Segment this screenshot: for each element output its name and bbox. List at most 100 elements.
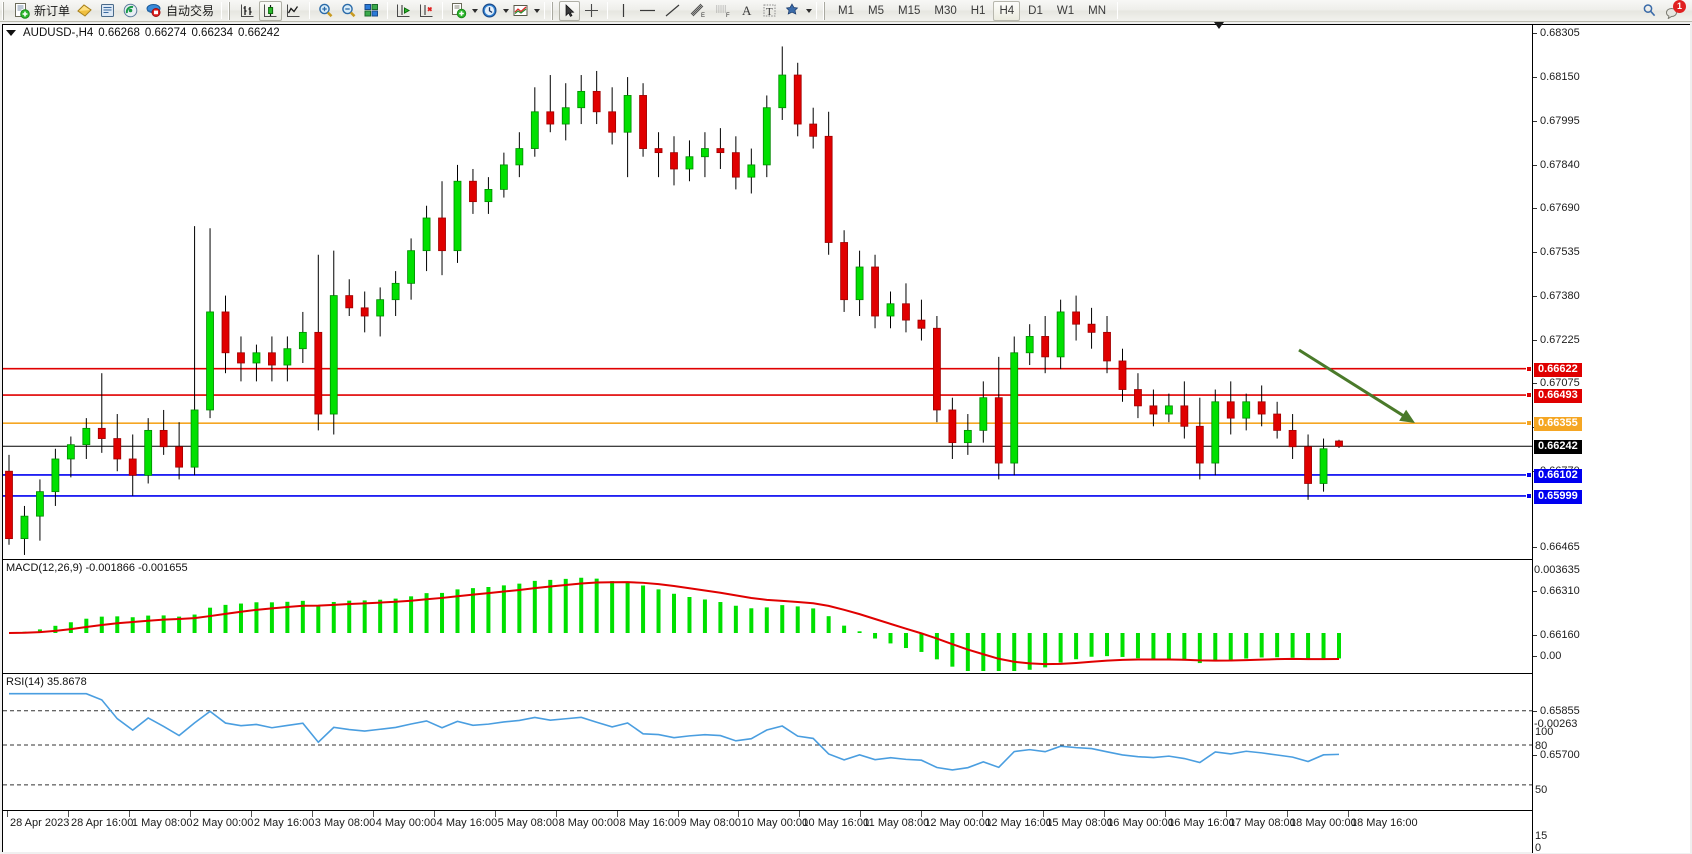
time-tick bbox=[67, 811, 69, 817]
price-pane[interactable] bbox=[3, 25, 1532, 557]
price-level-tag[interactable]: 0.66102 bbox=[1534, 468, 1582, 483]
price-level-tag[interactable]: 0.65999 bbox=[1534, 489, 1582, 504]
new-order-label[interactable]: 新订单 bbox=[34, 3, 71, 18]
vertical-scrollbar[interactable] bbox=[1690, 22, 1692, 854]
price-tick: 0.65855 bbox=[1533, 706, 1580, 717]
price-tick: 0.67840 bbox=[1533, 160, 1580, 171]
time-label: 3 May 08:00 bbox=[314, 817, 376, 829]
auto-trading-icon[interactable] bbox=[142, 1, 165, 21]
rsi-tick: 0 bbox=[1535, 842, 1542, 854]
text-icon[interactable]: A bbox=[735, 1, 758, 21]
candlestick-chart-icon[interactable] bbox=[259, 0, 283, 21]
time-label: 16 May 00:00 bbox=[1107, 817, 1174, 829]
price-tick: 0.66160 bbox=[1533, 630, 1580, 641]
price-level-handle[interactable] bbox=[1526, 492, 1532, 499]
cursor-icon[interactable] bbox=[559, 0, 581, 21]
auto-trading-label[interactable]: 自动交易 bbox=[166, 3, 215, 18]
rsi-tick: 80 bbox=[1535, 740, 1548, 752]
fibonacci-icon[interactable]: F bbox=[710, 1, 735, 21]
ohlc-close: 0.66242 bbox=[238, 27, 280, 39]
chart-menu-icon[interactable] bbox=[6, 30, 16, 36]
timeframe-m1[interactable]: M1 bbox=[838, 4, 855, 17]
data-window-icon[interactable] bbox=[96, 1, 119, 21]
time-tick bbox=[982, 811, 984, 817]
time-tick bbox=[1043, 811, 1045, 817]
macd-label: MACD(12,26,9) -0.001866 -0.001655 bbox=[6, 562, 188, 574]
indicators-icon[interactable] bbox=[447, 1, 470, 21]
alerts-icon[interactable]: 1 bbox=[1661, 0, 1686, 21]
timeframe-m30[interactable]: M30 bbox=[934, 4, 957, 17]
price-level-handle[interactable] bbox=[1526, 365, 1532, 372]
period-dropdown-icon[interactable] bbox=[503, 8, 510, 13]
timeframe-d1[interactable]: D1 bbox=[1028, 4, 1043, 17]
timeframe-mn[interactable]: MN bbox=[1088, 4, 1106, 17]
objects-dropdown-icon[interactable] bbox=[806, 8, 813, 13]
timeframe-m15[interactable]: M15 bbox=[898, 4, 921, 17]
chart-window[interactable]: AUDUSD-,H4 0.66268 0.66274 0.66234 0.662… bbox=[2, 24, 1690, 854]
time-tick bbox=[738, 811, 740, 817]
objects-icon[interactable] bbox=[781, 1, 804, 21]
tile-windows-icon[interactable] bbox=[360, 1, 383, 21]
macd-indicator bbox=[8, 577, 1341, 671]
zoom-out-icon[interactable] bbox=[337, 1, 360, 21]
price-tick: 0.68150 bbox=[1533, 72, 1580, 83]
equidistant-channel-icon[interactable]: E bbox=[685, 1, 710, 21]
price-level-handle[interactable] bbox=[1526, 392, 1532, 399]
price-tick: 0.68305 bbox=[1533, 28, 1580, 39]
search-icon[interactable] bbox=[1638, 1, 1661, 21]
toolbar-grip-3[interactable] bbox=[550, 1, 558, 20]
toolbar-grip-2[interactable] bbox=[227, 1, 235, 20]
timeframe-h1[interactable]: H1 bbox=[970, 4, 986, 17]
price-level-tag[interactable]: 0.66622 bbox=[1534, 362, 1582, 377]
price-tick: 0.67075 bbox=[1533, 378, 1580, 389]
price-level-handle[interactable] bbox=[1526, 420, 1532, 427]
time-tick bbox=[311, 811, 313, 817]
time-tick bbox=[1226, 811, 1228, 817]
toolbar-grip-4[interactable] bbox=[822, 1, 830, 20]
expert-advisors-icon[interactable] bbox=[73, 1, 96, 21]
time-tick bbox=[555, 811, 557, 817]
period-icon[interactable] bbox=[478, 1, 501, 21]
price-scale[interactable]: 0.68305 0.68150 0.67995 0.67840 0.67690 0.675… bbox=[1526, 25, 1690, 854]
trendline-icon[interactable] bbox=[660, 1, 685, 21]
time-label: 17 May 08:00 bbox=[1229, 817, 1296, 829]
macd-tick: 0.003635 bbox=[1534, 564, 1580, 576]
time-tick bbox=[1348, 811, 1349, 817]
templates-dropdown-icon[interactable] bbox=[534, 8, 541, 13]
time-label: 12 May 16:00 bbox=[985, 817, 1052, 829]
bar-chart-icon[interactable] bbox=[236, 1, 259, 21]
time-label: 18 May 00:00 bbox=[1290, 817, 1357, 829]
line-chart-icon[interactable] bbox=[282, 1, 305, 21]
svg-text:F: F bbox=[726, 13, 730, 19]
rsi-tick: 100 bbox=[1535, 726, 1554, 738]
auto-scroll-icon[interactable] bbox=[415, 1, 438, 21]
zoom-in-icon[interactable] bbox=[314, 1, 337, 21]
vertical-line-icon[interactable] bbox=[612, 1, 635, 21]
time-tick bbox=[128, 811, 130, 817]
time-label: 9 May 08:00 bbox=[680, 817, 742, 829]
templates-icon[interactable] bbox=[509, 1, 532, 21]
navigator-icon[interactable] bbox=[119, 1, 142, 21]
text-label-icon[interactable]: T bbox=[758, 1, 781, 21]
price-level-tag[interactable]: 0.66242 bbox=[1534, 440, 1582, 455]
crosshair-icon[interactable] bbox=[580, 1, 603, 21]
toolbar-separator-6 bbox=[607, 2, 609, 19]
toolbar-grip[interactable] bbox=[1, 1, 8, 20]
toolbar-separator-3 bbox=[387, 2, 389, 19]
indicators-dropdown-icon[interactable] bbox=[472, 8, 479, 13]
time-tick bbox=[860, 811, 862, 817]
horizontal-line-icon[interactable] bbox=[635, 1, 660, 21]
price-level-tag[interactable]: 0.66493 bbox=[1534, 389, 1582, 404]
alert-badge: 1 bbox=[1673, 0, 1686, 13]
chart-shift-icon[interactable] bbox=[392, 1, 415, 21]
ohlc-open: 0.66268 bbox=[98, 27, 140, 39]
new-order-icon[interactable] bbox=[10, 1, 33, 21]
price-level-tag[interactable]: 0.66355 bbox=[1534, 417, 1582, 432]
price-level-handle[interactable] bbox=[1526, 471, 1532, 478]
timeframe-m5[interactable]: M5 bbox=[868, 4, 884, 17]
rsi-pane[interactable]: RSI(14) 35.8678 bbox=[3, 673, 1532, 809]
macd-pane[interactable]: MACD(12,26,9) -0.001866 -0.001655 bbox=[3, 559, 1532, 671]
timeframe-w1[interactable]: W1 bbox=[1056, 4, 1075, 17]
timeframe-h4[interactable]: H4 bbox=[993, 0, 1021, 21]
time-axis[interactable]: 28 Apr 2023 28 Apr 16:00 1 May 08:00 2 May … bbox=[3, 810, 1532, 852]
